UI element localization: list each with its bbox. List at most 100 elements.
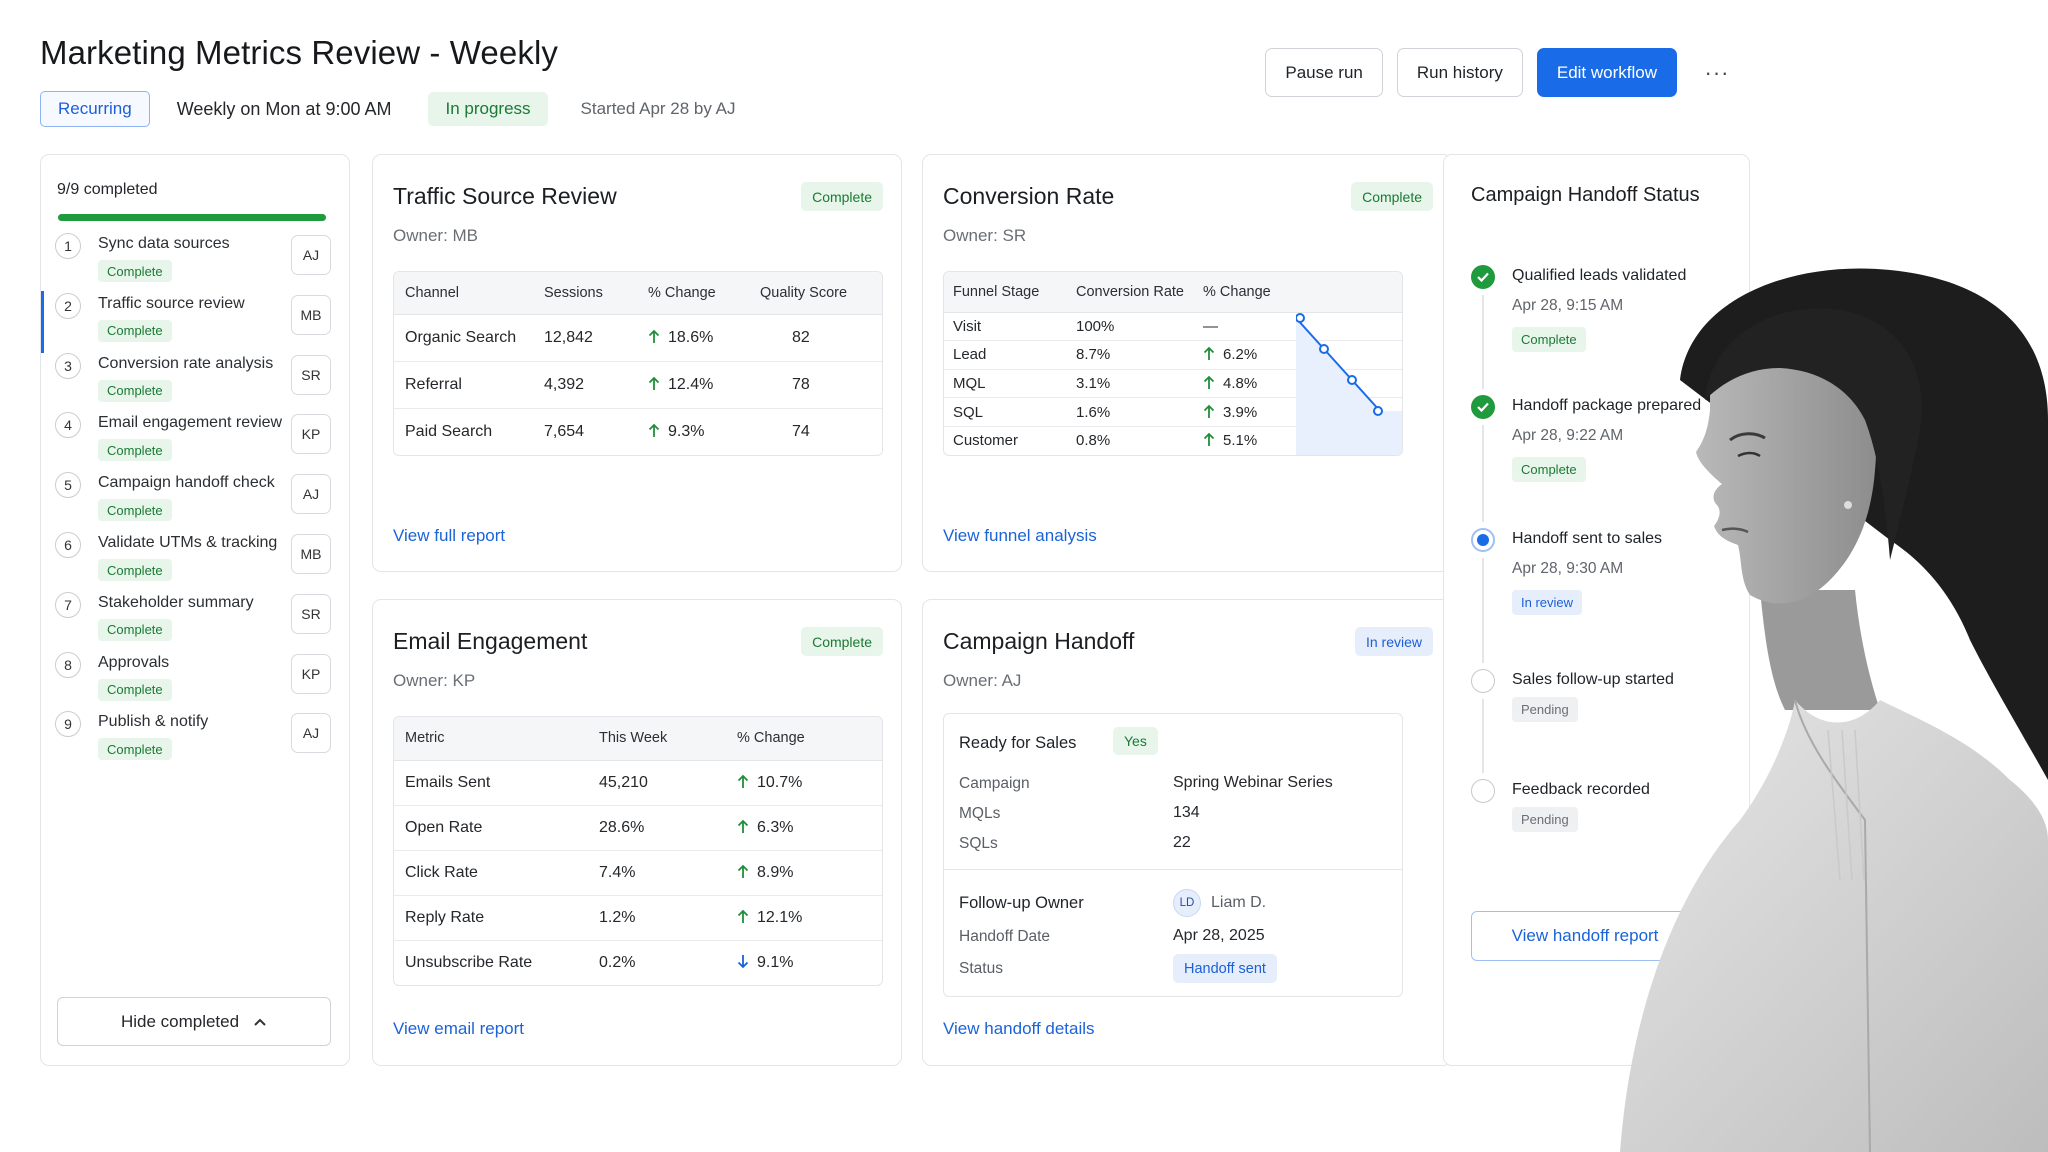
quality-score-cell: 82 [760,314,882,362]
value-cell: 45,210 [599,760,737,806]
arrow-up-icon [1203,433,1215,447]
checklist-step[interactable]: 8 Approvals Complete KP [41,650,347,720]
step-number: 9 [55,711,81,738]
arrow-up-icon [1203,347,1215,361]
funnel-area [1296,318,1402,455]
checklist-step[interactable]: 3 Conversion rate analysis Complete SR [41,351,347,421]
change-cell: 6.3% [737,805,882,851]
checklist-step[interactable]: 7 Stakeholder summary Complete SR [41,590,347,660]
change-value: 5.1% [1223,432,1258,450]
column-header: % Change [1203,272,1402,313]
change-cell: 10.7% [737,760,882,806]
assignee-avatar[interactable]: MB [291,534,331,574]
progress-text: 9/9 completed [57,181,158,198]
step-number: 7 [55,591,81,618]
funnel-line [1296,317,1381,412]
column-header: Funnel Stage [944,272,1076,313]
table-row: Reply Rate 1.2% 12.1% [394,895,882,941]
funnel-point [1319,344,1329,354]
assignee-avatar[interactable]: SR [291,354,331,395]
assignee-avatar[interactable]: AJ [291,235,331,275]
status-badge: In progress [428,92,548,126]
schedule-text: Weekly on Mon at 9:00 AM [176,98,392,119]
assignee-avatar[interactable]: MB [291,294,331,335]
quality-score-cell: 74 [792,422,810,440]
table-row: Paid Search 7,654 9.3% 74 [394,408,882,455]
assignee-avatar[interactable]: AJ [291,713,331,754]
assignee-avatar[interactable]: SR [291,593,331,634]
pause-run-button[interactable]: Pause run [1265,48,1383,97]
arrow-up-icon [737,774,749,788]
status-badge: Complete [801,182,883,211]
started-text: Started Apr 28 by AJ [580,99,736,118]
status-label: Status [959,960,1003,977]
status-badge: Complete [98,499,172,522]
change-value: 6.2% [1223,346,1258,364]
timeline-connector [1482,699,1484,773]
status-badge: Complete [98,379,172,402]
checklist-step[interactable]: 4 Email engagement review Complete KP [41,410,347,480]
step-number: 1 [55,233,81,259]
view-handoff-details-link[interactable]: View handoff details [943,1019,1095,1038]
change-value: — [1203,317,1218,335]
value-cell: 1.2% [599,895,737,941]
status-badge: Complete [1351,182,1433,211]
assignee-avatar[interactable]: AJ [291,474,331,515]
table-row: Customer 0.8% 5.1% [944,426,1402,455]
change-value: 12.1% [757,908,803,926]
value-cell: 7.4% [599,850,737,896]
assignee-avatar[interactable]: KP [291,653,331,694]
view-full-report-link[interactable]: View full report [393,526,506,545]
conversion-rate-card: Conversion Rate Complete Owner: SR Funne… [922,154,1452,572]
value-cell: 0.2% [599,953,636,971]
run-history-button[interactable]: Run history [1396,48,1523,97]
step-label: Conversion rate analysis [98,354,274,372]
change-cell: 8.9% [737,850,882,896]
stage-cell: Lead [944,340,1076,370]
handoff-date-label: Handoff Date [959,928,1051,945]
checklist-step[interactable]: 9 Publish & notify Complete AJ [41,709,347,779]
checklist-step[interactable]: 2 Traffic source review Complete MB [41,290,347,361]
assignee-avatar[interactable]: KP [291,414,331,455]
view-funnel-analysis-link[interactable]: View funnel analysis [943,526,1097,545]
change-value: 10.7% [757,773,803,791]
handoff-date-value: Apr 28, 2025 [1173,927,1265,944]
timeline-title: Feedback recorded [1512,781,1650,798]
mqls-label: MQLs [959,805,1001,822]
stage-cell: Visit [944,312,1076,342]
hide-completed-button[interactable]: Hide completed [57,997,331,1046]
table-row: Unsubscribe Rate 0.2% 9.1% [394,940,882,985]
timeline-title: Handoff sent to sales [1512,530,1663,547]
column-header: % Change [648,272,760,315]
timeline-title: Sales follow-up started [1512,671,1674,688]
avatar: LD [1173,889,1201,917]
arrow-up-icon [737,819,749,833]
email-table: Metric This Week % Change Emails Sent 45,… [393,716,883,986]
step-label: Approvals [98,653,170,671]
email-engagement-card: Email Engagement Complete Owner: KP Metr… [372,599,902,1066]
checklist-step[interactable]: 5 Campaign handoff check Complete AJ [41,470,347,540]
progress-bar-fill [58,214,326,221]
status-badge: Complete [98,319,172,342]
change-value: 6.3% [757,818,794,836]
quality-score-cell: 78 [760,361,882,409]
timeline-connector [1482,558,1484,663]
arrow-up-icon [648,329,660,343]
column-header: % Change [737,717,882,761]
run-meta: Recurring Weekly on Mon at 9:00 AM In pr… [40,91,736,127]
edit-workflow-button[interactable]: Edit workflow [1536,48,1677,97]
arrow-up-icon [648,423,660,437]
view-email-report-link[interactable]: View email report [393,1019,525,1038]
funnel-table: Funnel Stage Conversion Rate % Change Vi… [943,271,1403,456]
checklist-panel: 9/9 completed 1 Sync data sources Complete… [40,154,350,1066]
arrow-down-icon [737,954,749,969]
checklist-step[interactable]: 1 Sync data sources Complete AJ [41,231,347,301]
status-badge: Complete [801,627,883,656]
metric-cell: Reply Rate [394,895,599,941]
stage-cell: Customer [953,432,1019,450]
card-title: Conversion Rate [943,183,1115,209]
checklist-step[interactable]: 6 Validate UTMs & tracking Complete MB [41,530,347,600]
change-cell: 9.3% [648,408,760,455]
more-options-icon[interactable]: ··· [1704,59,1730,85]
status-badge: Complete [98,559,172,581]
